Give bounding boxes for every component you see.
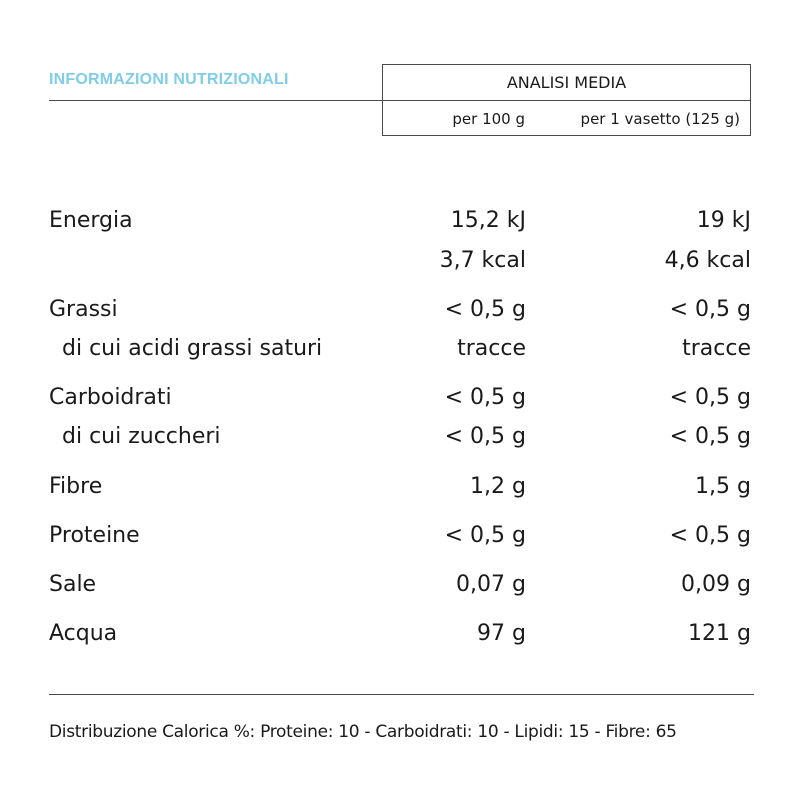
value-per-100g: < 0,5 g (444, 523, 526, 548)
column-header-per-100g: per 100 g (452, 110, 525, 128)
value-per-serving: < 0,5 g (669, 297, 751, 322)
caloric-distribution-note: Distribuzione Calorica %: Proteine: 10 -… (49, 722, 677, 742)
value-per-100g: 97 g (477, 621, 526, 646)
row-label: Carboidrati (49, 385, 172, 410)
section-title: INFORMAZIONI NUTRIZIONALI (49, 71, 289, 88)
value-per-serving: < 0,5 g (669, 385, 751, 410)
row-label: Sale (49, 572, 97, 597)
value-per-100g: < 0,5 g (444, 297, 526, 322)
title-divider (49, 100, 383, 101)
analysis-header: ANALISI MEDIA per 100 g per 1 vasetto (1… (382, 64, 751, 136)
value-per-serving: 0,09 g (681, 572, 751, 597)
value-per-100g: < 0,5 g (444, 385, 526, 410)
analysis-header-title: ANALISI MEDIA (383, 65, 750, 101)
nutrition-row-water: Acqua 97 g 121 g (0, 621, 800, 653)
row-label: Energia (49, 208, 133, 233)
value-per-serving: 1,5 g (695, 474, 751, 499)
nutrition-row-carbohydrates: Carboidrati < 0,5 g < 0,5 g (0, 385, 800, 417)
value-per-100g: 15,2 kJ (450, 208, 526, 233)
nutrition-row-fibre: Fibre 1,2 g 1,5 g (0, 474, 800, 506)
row-label: Proteine (49, 523, 140, 548)
row-label: Acqua (49, 621, 118, 646)
nutrition-row-fat: Grassi < 0,5 g < 0,5 g (0, 297, 800, 329)
nutrition-row-energy-kcal: 3,7 kcal 4,6 kcal (0, 248, 800, 280)
row-label: di cui zuccheri (62, 424, 221, 449)
value-per-100g: 0,07 g (456, 572, 526, 597)
value-per-100g: 3,7 kcal (439, 248, 526, 273)
nutrition-row-saturated-fat: di cui acidi grassi saturi tracce tracce (0, 336, 800, 368)
footer-divider (49, 694, 754, 695)
value-per-serving: < 0,5 g (669, 523, 751, 548)
row-label: Fibre (49, 474, 103, 499)
nutrition-row-salt: Sale 0,07 g 0,09 g (0, 572, 800, 604)
value-per-serving: 4,6 kcal (664, 248, 751, 273)
row-label: Grassi (49, 297, 118, 322)
nutrition-row-energy-kj: Energia 15,2 kJ 19 kJ (0, 208, 800, 240)
column-header-per-serving: per 1 vasetto (125 g) (580, 110, 740, 128)
nutrition-row-protein: Proteine < 0,5 g < 0,5 g (0, 523, 800, 555)
value-per-100g: tracce (457, 336, 526, 361)
nutrition-row-sugars: di cui zuccheri < 0,5 g < 0,5 g (0, 424, 800, 456)
value-per-serving: tracce (682, 336, 751, 361)
value-per-serving: 19 kJ (696, 208, 751, 233)
row-label: di cui acidi grassi saturi (62, 336, 323, 361)
value-per-serving: 121 g (688, 621, 751, 646)
value-per-serving: < 0,5 g (669, 424, 751, 449)
value-per-100g: < 0,5 g (444, 424, 526, 449)
value-per-100g: 1,2 g (470, 474, 526, 499)
